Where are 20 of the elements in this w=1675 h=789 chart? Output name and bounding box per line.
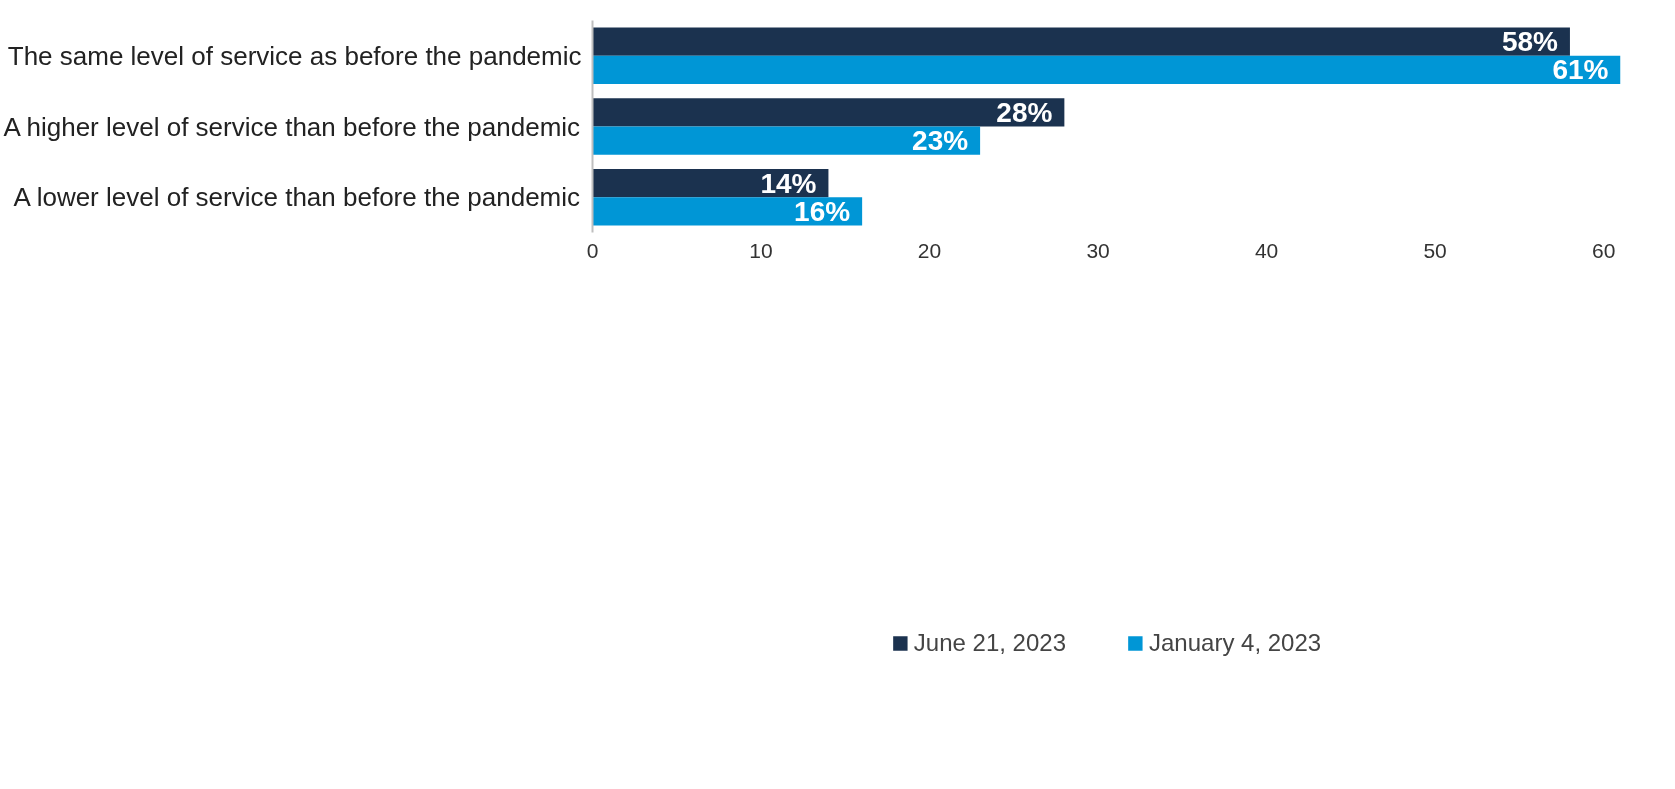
bar (592, 168, 829, 198)
y-tick-label: A higher level of service than before the pandemic (3, 111, 581, 142)
data-label: 23% (912, 125, 969, 157)
x-tick-label: 50 (1423, 238, 1447, 262)
x-tick-label: 0 (586, 238, 599, 262)
y-tick-label: A lower level of service than before the pandemic (13, 182, 581, 213)
x-tick-label: 10 (749, 238, 773, 262)
legend-label: January 4, 2023 (1149, 629, 1322, 657)
x-tick-label: 60 (1591, 238, 1616, 262)
x-tick-label: 40 (1254, 238, 1279, 262)
bar (592, 126, 981, 155)
x-tick-label: 20 (917, 238, 942, 262)
bar (592, 98, 1065, 127)
bar (592, 197, 863, 226)
y-tick-label: The same level of service as before the pandemic (7, 40, 582, 71)
bar (592, 27, 1570, 56)
data-label: 28% (996, 96, 1053, 128)
legend-label: June 21, 2023 (913, 629, 1067, 657)
x-tick-label: 30 (1086, 238, 1110, 262)
bar (592, 55, 1621, 85)
